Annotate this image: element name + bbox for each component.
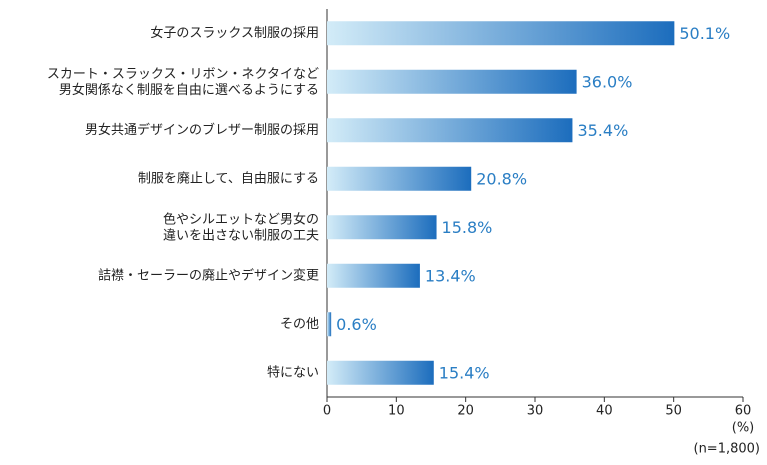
value-label: 35.4% [577,121,628,140]
value-label: 15.8% [442,218,493,237]
value-label: 15.4% [439,363,490,382]
x-unit: (%) [732,421,755,436]
category-label: スカート・スラックス・リボン・ネクタイなど男女関係なく制服を自由に選べるようにす… [47,66,319,97]
value-label: 0.6% [336,315,377,334]
category-label: 詰襟・セーラーの廃止やデザイン変更 [98,267,319,283]
bar [327,166,472,191]
value-label: 13.4% [425,266,476,285]
bar [327,263,420,288]
x-tick-label: 20 [457,404,474,419]
bar [327,69,577,94]
x-tick-label: 60 [735,404,752,419]
category-label: その他 [280,317,319,332]
value-label: 50.1% [679,24,730,43]
x-tick-label: 50 [665,404,682,419]
category-label: 特にない [267,365,319,380]
bar [327,118,573,143]
note: (n=1,800) [694,442,761,457]
category-label: 色やシルエットなど男女の違いを出さない制服の工夫 [163,211,319,243]
bar [327,360,434,385]
x-tick-label: 40 [596,404,613,419]
value-label: 36.0% [582,72,633,91]
bar [327,312,332,337]
x-tick-label: 10 [388,404,405,419]
bar [327,215,437,240]
category-label: 制服を廃止して、自由服にする [138,170,319,186]
value-label: 20.8% [476,169,527,188]
x-tick-label: 0 [323,404,331,419]
category-label: 女子のスラックス制服の採用 [150,25,319,41]
x-tick-label: 30 [527,404,544,419]
bar [327,21,675,46]
category-label: 男女共通デザインのブレザー制服の採用 [85,122,319,138]
